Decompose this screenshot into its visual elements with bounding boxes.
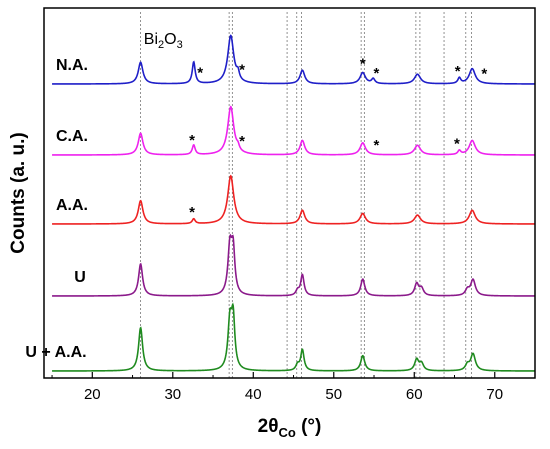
y-axis-title: Counts (a. u.) — [8, 132, 29, 253]
peak-star: * — [239, 61, 245, 78]
peak-star: * — [374, 137, 380, 154]
peak-star: * — [239, 133, 245, 150]
sample-label: C.A. — [56, 128, 88, 145]
sample-label: U + A.A. — [25, 344, 86, 361]
series-line-5 — [52, 302, 535, 372]
x-tick-label: 20 — [84, 386, 101, 403]
x-axis-title: 2θCo (°) — [258, 416, 322, 440]
peak-star: * — [374, 65, 380, 82]
x-tick-label: 30 — [164, 386, 181, 403]
peak-star: * — [189, 204, 195, 221]
bi2o3-label: Bi2O3 — [144, 31, 183, 51]
reference-lines — [140, 12, 472, 378]
series-line-4 — [52, 233, 535, 297]
peak-star: * — [189, 132, 195, 149]
x-tick-label: 70 — [486, 386, 503, 403]
x-tick-label: 60 — [406, 386, 423, 403]
peak-star: * — [481, 66, 487, 83]
peak-star: * — [455, 63, 461, 80]
series-layer — [52, 34, 535, 372]
x-tick-label: 40 — [245, 386, 262, 403]
peak-markers: * * * * * * * * * * * — [189, 55, 487, 220]
peak-star: * — [454, 136, 460, 153]
sample-label: N.A. — [56, 57, 88, 74]
series-line-3 — [52, 174, 535, 225]
peak-star: * — [197, 65, 203, 82]
sample-label: A.A. — [56, 197, 88, 214]
x-axis: 20 30 40 50 60 70 — [51, 372, 536, 403]
plot-frame — [43, 7, 536, 379]
peak-star: * — [360, 55, 366, 72]
series-line-2 — [52, 105, 535, 156]
series-line-1 — [52, 34, 535, 85]
sample-labels: N.A. C.A. A.A. U U + A.A. — [25, 57, 88, 361]
x-tick-label: 50 — [325, 386, 342, 403]
sample-label: U — [74, 269, 86, 286]
